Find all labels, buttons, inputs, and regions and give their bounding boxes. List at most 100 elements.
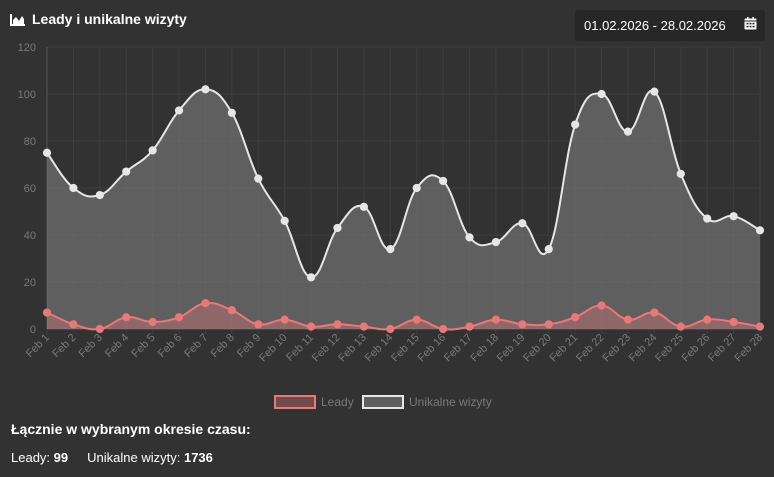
leads-point <box>280 315 289 324</box>
y-tick-label: 80 <box>24 136 36 148</box>
visits-point <box>755 226 765 235</box>
x-tick-label: Feb 3 <box>77 332 105 360</box>
x-tick-label: Feb 7 <box>182 332 210 360</box>
y-tick-label: 40 <box>24 230 36 242</box>
leads-point <box>227 306 236 315</box>
leads-point <box>201 299 210 308</box>
totals-title: Łącznie w wybranym okresie czasu: <box>11 421 251 437</box>
x-tick-label: Feb 17 <box>442 332 475 365</box>
visits-point <box>148 146 157 155</box>
y-tick-label: 60 <box>24 183 36 195</box>
visits-total-label: Unikalne wizyty: <box>87 450 181 465</box>
visits-point <box>623 127 633 136</box>
leads-point <box>597 301 606 310</box>
leads-point <box>439 324 448 334</box>
leads-point <box>703 315 712 324</box>
legend-label-wizyty: Unikalne wizyty <box>409 395 492 409</box>
visits-line <box>46 88 761 279</box>
visits-point <box>597 89 606 99</box>
leads-point <box>122 313 131 322</box>
area-chart-icon <box>10 13 26 26</box>
leads-point <box>148 317 157 327</box>
visits-point <box>227 108 236 117</box>
legend-swatch-wizyty <box>362 395 404 409</box>
leads-point <box>755 322 765 331</box>
visits-point <box>174 106 184 115</box>
leads-line <box>46 301 761 331</box>
x-tick-label: Feb 16 <box>416 332 449 365</box>
x-tick-label: Feb 14 <box>363 332 396 365</box>
leads-point <box>544 320 553 329</box>
y-tick-label: 20 <box>24 277 36 289</box>
x-tick-label: Feb 2 <box>50 332 78 360</box>
visits-point <box>69 183 78 193</box>
visits-point <box>491 237 501 247</box>
leads-point <box>42 308 52 317</box>
x-tick-label: Feb 10 <box>257 332 290 365</box>
visits-point <box>333 223 342 233</box>
x-tick-label: Feb 4 <box>103 332 131 360</box>
leads-point <box>333 320 342 329</box>
leads-point <box>491 315 501 324</box>
visits-point <box>412 183 421 193</box>
x-tick-label: Feb 25 <box>653 332 686 365</box>
visits-point <box>544 245 553 254</box>
leads-point <box>306 322 316 331</box>
date-range-input[interactable] <box>584 18 732 33</box>
leads-total-label: Leady: <box>11 450 51 465</box>
x-tick-label: Feb 21 <box>548 332 581 365</box>
leads-point <box>729 317 738 327</box>
visits-point <box>306 273 316 282</box>
visits-total-value: 1736 <box>183 450 213 465</box>
y-tick-label: 0 <box>30 324 36 336</box>
calendar-icon[interactable] <box>744 16 757 35</box>
x-tick-label: Feb 20 <box>521 332 554 365</box>
visits-point <box>439 176 448 186</box>
legend-label-leady: Leady <box>321 395 354 409</box>
visits-point <box>386 245 395 254</box>
visits-point <box>518 219 527 228</box>
totals-row: Leady: 99 Unikalne wizyty: 1736 <box>11 450 213 465</box>
visits-point <box>359 202 368 211</box>
visits-point <box>95 190 104 200</box>
x-tick-label: Feb 27 <box>706 332 739 365</box>
visits-point <box>676 169 685 178</box>
leads-total-value: 99 <box>53 450 69 465</box>
x-tick-label: Feb 13 <box>336 332 369 365</box>
x-tick-label: Feb 8 <box>209 332 237 360</box>
leads-point <box>174 313 184 322</box>
x-tick-label: Feb 22 <box>574 332 607 365</box>
visits-area <box>47 89 760 330</box>
x-tick-label: Feb 6 <box>156 332 184 360</box>
x-tick-label: Feb 18 <box>468 332 501 365</box>
visits-point <box>465 233 474 242</box>
visits-point <box>42 148 52 157</box>
leads-point <box>359 322 368 331</box>
chart-header: Leady i unikalne wizyty <box>10 11 187 27</box>
leads-point <box>465 322 474 331</box>
x-tick-label: Feb 11 <box>284 332 316 364</box>
leads-point <box>254 320 263 329</box>
leads-area <box>47 302 760 330</box>
visits-point <box>122 167 131 176</box>
x-tick-label: Feb 1 <box>24 332 52 360</box>
visits-point <box>571 120 580 129</box>
visits-point <box>201 85 210 94</box>
visits-point <box>729 212 738 221</box>
y-tick-label: 120 <box>18 42 36 54</box>
leads-point <box>95 324 104 334</box>
x-tick-label: Feb 19 <box>495 332 528 365</box>
leads-point <box>623 315 633 324</box>
visits-point <box>280 216 289 225</box>
leads-point <box>412 315 421 324</box>
x-tick-label: Feb 26 <box>680 332 713 365</box>
leads-point <box>386 324 395 334</box>
date-range-picker[interactable] <box>575 10 765 41</box>
visits-point <box>254 174 263 183</box>
x-tick-label: Feb 5 <box>129 332 157 360</box>
x-tick-label: Feb 28 <box>732 332 765 365</box>
leads-point <box>650 308 659 317</box>
legend-swatch-leady <box>274 395 316 409</box>
leads-point <box>676 322 685 331</box>
